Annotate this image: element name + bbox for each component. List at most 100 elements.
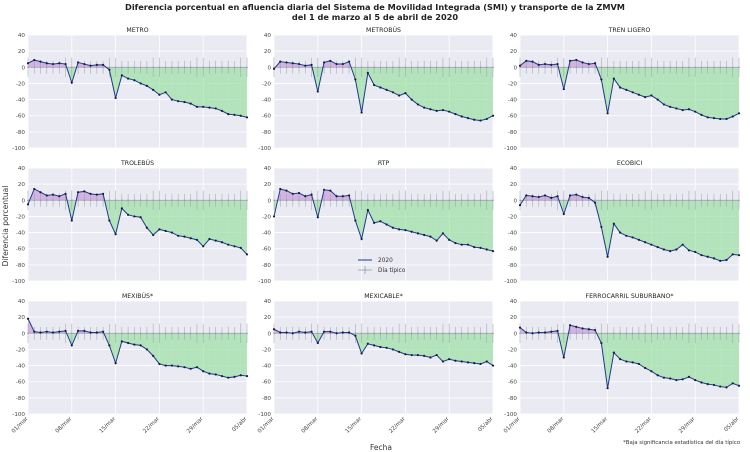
series-point-2020 [158, 228, 161, 231]
diff-area [146, 67, 154, 90]
diff-area [442, 67, 450, 112]
diff-area [115, 67, 122, 98]
diff-area [695, 333, 702, 383]
diff-area [645, 67, 652, 98]
series-point-2020 [220, 374, 224, 378]
y-tick-label: -40 [262, 231, 272, 237]
y-tick-label: 40 [510, 33, 518, 39]
y-tick-label: -80 [508, 263, 518, 269]
y-tick-label: 0 [513, 331, 517, 337]
series-point-2020 [70, 81, 73, 84]
series-point-2020 [164, 91, 167, 94]
diff-area [336, 64, 343, 68]
series-point-2020 [562, 356, 565, 359]
series-point-2020 [575, 58, 578, 62]
y-tick-label: -60 [16, 380, 26, 386]
series-point-2020 [637, 238, 640, 241]
y-tick-label: -100 [258, 412, 271, 418]
diff-area [455, 67, 462, 117]
series-point-2020 [479, 362, 482, 366]
panel-5: 40 20 0 -20 -40 -60 -80 -100 ECOBICI [504, 160, 741, 285]
series-point-2020 [631, 91, 634, 94]
series-point-2020 [114, 233, 117, 236]
diff-area [626, 67, 633, 93]
series-point-2020 [83, 190, 86, 193]
series-point-2020 [537, 63, 540, 66]
diff-area [184, 67, 191, 104]
series-point-2020 [606, 112, 609, 115]
diff-area [146, 200, 154, 235]
panel-title: ECOBICI [617, 160, 642, 167]
series-point-2020 [285, 331, 288, 334]
y-tick-label: -20 [508, 214, 518, 220]
y-tick-label: 20 [510, 49, 518, 55]
x-tick-label: 29/mar [432, 416, 451, 435]
diff-area [417, 333, 425, 356]
series-point-2020 [64, 62, 67, 66]
series-point-2020 [448, 358, 451, 361]
diff-area [638, 67, 646, 98]
series-point-2020 [731, 253, 734, 256]
series-point-2020 [304, 64, 307, 67]
diff-area [613, 200, 621, 233]
series-point-2020 [220, 109, 224, 112]
diff-area [486, 333, 493, 366]
diff-area [190, 333, 197, 369]
series-point-2020 [322, 61, 326, 64]
series-point-2020 [373, 344, 376, 347]
diff-area [280, 188, 287, 201]
series-point-2020 [398, 94, 401, 97]
diff-area [78, 330, 85, 334]
series-point-2020 [587, 62, 590, 66]
series-point-2020 [89, 192, 92, 195]
diff-area [638, 200, 646, 243]
panel-title: FERROCARRIL SUBURBANO* [586, 293, 674, 300]
diff-area [128, 67, 135, 81]
diff-area [720, 200, 727, 261]
series-point-2020 [410, 98, 413, 101]
series-point-2020 [473, 362, 476, 365]
y-tick-label: -60 [508, 114, 518, 120]
y-tick-label: -80 [508, 130, 518, 136]
series-point-2020 [347, 60, 351, 63]
series-point-2020 [227, 376, 230, 379]
series-point-2020 [291, 192, 294, 195]
series-point-2020 [304, 195, 307, 198]
y-tick-label: -60 [262, 114, 272, 120]
series-point-2020 [385, 223, 388, 226]
series-point-2020 [581, 327, 584, 330]
diff-area [551, 196, 558, 201]
series-point-2020 [26, 317, 30, 320]
chart-title-line2: del 1 de marzo al 5 de abril de 2020 [292, 12, 458, 22]
diff-area [682, 200, 689, 251]
series-point-2020 [737, 112, 741, 115]
series-point-2020 [625, 234, 628, 237]
series-point-2020 [543, 62, 547, 66]
diff-area [209, 333, 216, 375]
diff-area [467, 67, 475, 120]
series-point-2020 [195, 366, 199, 369]
y-tick-label: -40 [16, 364, 26, 370]
diff-area [526, 60, 533, 68]
series-point-2020 [460, 115, 463, 118]
diff-area [215, 67, 222, 111]
diff-area [670, 200, 677, 252]
diff-area [286, 62, 293, 68]
diff-area [405, 67, 412, 100]
series-point-2020 [227, 243, 230, 246]
x-tick-label: 08/mar [301, 416, 320, 435]
diff-area [221, 333, 229, 378]
series-point-2020 [581, 61, 584, 64]
panel-title: METRO [126, 27, 148, 34]
series-point-2020 [562, 212, 565, 216]
diff-area [701, 67, 708, 118]
diff-area [455, 333, 462, 362]
diff-area [78, 62, 85, 68]
series-point-2020 [214, 107, 217, 110]
series-point-2020 [233, 113, 236, 117]
legend-label-typical: Día típico [378, 267, 406, 274]
diff-area [165, 333, 172, 366]
panel-title: TROLEBÚS [120, 158, 154, 167]
series-point-2020 [158, 362, 161, 366]
